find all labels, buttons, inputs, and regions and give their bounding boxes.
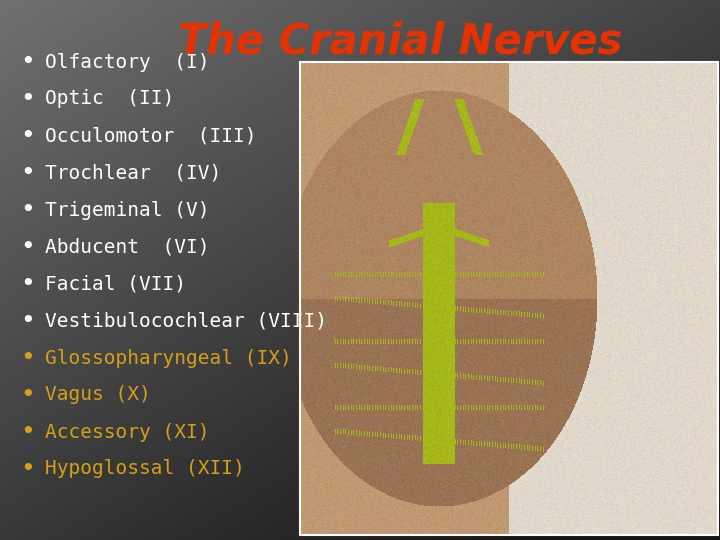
Text: •: • xyxy=(21,309,35,333)
Text: •: • xyxy=(21,346,35,370)
Text: Trochlear  (IV): Trochlear (IV) xyxy=(45,164,221,183)
Text: •: • xyxy=(21,457,35,481)
Text: Hypoglossal (XII): Hypoglossal (XII) xyxy=(45,460,245,478)
Text: Abducent  (VI): Abducent (VI) xyxy=(45,238,210,256)
Bar xyxy=(300,62,718,535)
Text: Trigeminal (V): Trigeminal (V) xyxy=(45,200,210,219)
Text: Accessory (XI): Accessory (XI) xyxy=(45,422,210,442)
Text: Vagus (X): Vagus (X) xyxy=(45,386,150,404)
Text: Facial (VII): Facial (VII) xyxy=(45,274,186,294)
Text: Occulomotor  (III): Occulomotor (III) xyxy=(45,126,256,145)
Text: Glossopharyngeal (IX): Glossopharyngeal (IX) xyxy=(45,348,292,368)
Text: •: • xyxy=(21,235,35,259)
Text: Vestibulocochlear (VIII): Vestibulocochlear (VIII) xyxy=(45,312,327,330)
Text: •: • xyxy=(21,50,35,74)
Text: •: • xyxy=(21,420,35,444)
Text: Optic  (II): Optic (II) xyxy=(45,90,174,109)
Text: Olfactory  (I): Olfactory (I) xyxy=(45,52,210,71)
Text: •: • xyxy=(21,124,35,148)
Text: The Cranial Nerves: The Cranial Nerves xyxy=(178,20,622,62)
Text: •: • xyxy=(21,198,35,222)
Text: •: • xyxy=(21,161,35,185)
Text: •: • xyxy=(21,87,35,111)
Text: •: • xyxy=(21,383,35,407)
Text: •: • xyxy=(21,272,35,296)
